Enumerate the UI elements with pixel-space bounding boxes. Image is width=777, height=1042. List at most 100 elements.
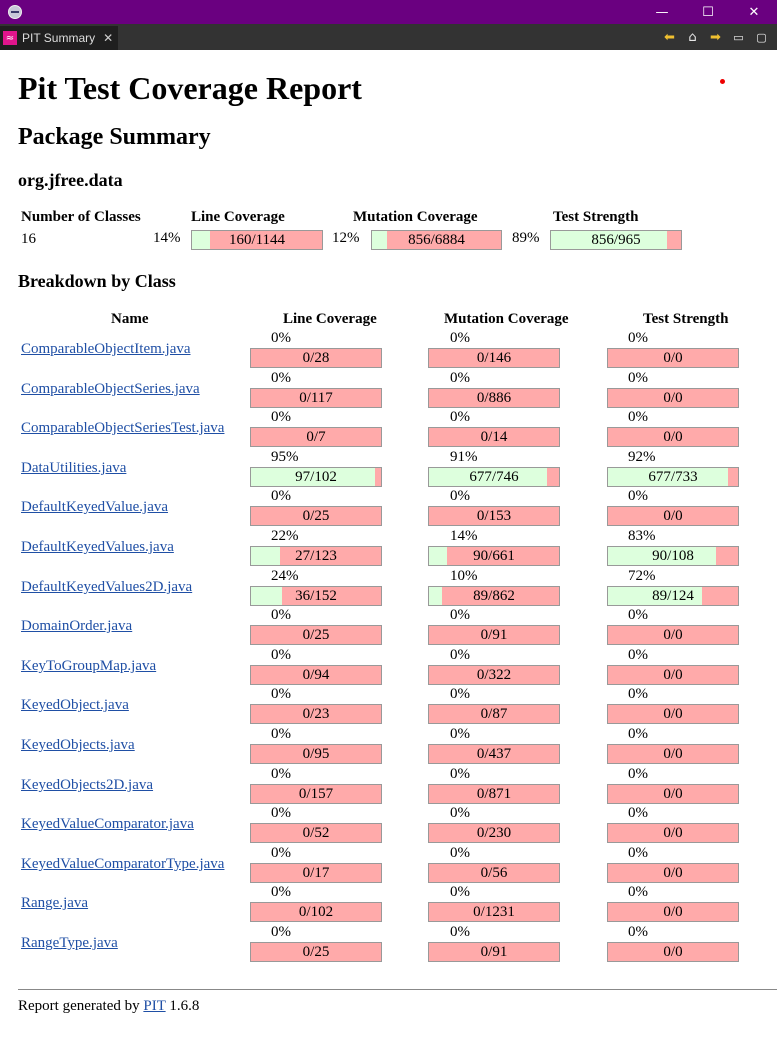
class-link[interactable]: DefaultKeyedValues2D.java: [21, 579, 193, 595]
class-link[interactable]: ComparableObjectSeries.java: [21, 381, 200, 397]
class-strength-bar: 0/0: [607, 506, 739, 526]
class-link[interactable]: KeyedObject.java: [21, 697, 129, 713]
coverage-label: 27/123: [295, 548, 337, 564]
class-link[interactable]: DomainOrder.java: [21, 618, 133, 634]
header-number-of-classes: Number of Classes: [21, 209, 141, 225]
class-mutation-pct: 0%: [450, 845, 470, 861]
class-strength-pct: 0%: [628, 686, 648, 702]
class-link[interactable]: KeyedObjects2D.java: [21, 777, 154, 793]
class-line-bar: 27/123: [250, 546, 382, 566]
coverage-label: 0/146: [476, 350, 512, 366]
class-link[interactable]: DataUtilities.java: [21, 460, 127, 476]
class-line-bar: 0/94: [250, 665, 382, 685]
forward-arrow-icon[interactable]: ➡: [710, 29, 721, 45]
class-line-pct: 0%: [271, 647, 291, 663]
summary-line-coverage-bar: 160/1144: [191, 230, 323, 250]
class-strength-bar: 0/0: [607, 823, 739, 843]
pit-link[interactable]: PIT: [143, 998, 166, 1014]
class-link[interactable]: ComparableObjectSeriesTest.java: [21, 420, 225, 436]
maximize-view-icon[interactable]: ▢: [756, 30, 767, 44]
class-line-pct: 0%: [271, 766, 291, 782]
class-line-pct: 0%: [271, 924, 291, 940]
coverage-label: 0/886: [476, 390, 512, 406]
class-mutation-bar: 0/1231: [428, 902, 560, 922]
class-strength-bar: 0/0: [607, 863, 739, 883]
coverage-fill: [429, 468, 548, 486]
class-link[interactable]: RangeType.java: [21, 935, 118, 951]
coverage-label: 160/1144: [228, 232, 286, 248]
coverage-label: 0/1231: [473, 904, 515, 920]
coverage-label: 0/7: [306, 429, 326, 445]
class-mutation-pct: 91%: [450, 449, 478, 465]
class-link[interactable]: Range.java: [21, 895, 89, 911]
class-strength-bar: 0/0: [607, 942, 739, 962]
class-line-bar: 0/117: [250, 388, 382, 408]
tab-pit-summary[interactable]: ≈ PIT Summary ✕: [0, 26, 118, 50]
class-line-bar: 0/52: [250, 823, 382, 843]
class-mutation-pct: 0%: [450, 884, 470, 900]
class-mutation-pct: 0%: [450, 647, 470, 663]
class-link[interactable]: KeyedObjects.java: [21, 737, 135, 753]
class-line-pct: 0%: [271, 726, 291, 742]
coverage-label: 0/0: [663, 944, 683, 960]
class-line-bar: 0/102: [250, 902, 382, 922]
coverage-fill: [251, 587, 283, 605]
coverage-label: 0/95: [302, 746, 330, 762]
class-mutation-pct: 10%: [450, 568, 478, 584]
close-tab-icon[interactable]: ✕: [103, 31, 114, 45]
coverage-label: 0/437: [476, 746, 512, 762]
coverage-label: 0/14: [480, 429, 508, 445]
class-mutation-pct: 0%: [450, 726, 470, 742]
coverage-fill: [608, 468, 728, 486]
class-line-bar: 0/25: [250, 942, 382, 962]
class-mutation-bar: 0/87: [428, 704, 560, 724]
class-link[interactable]: DefaultKeyedValues.java: [21, 539, 174, 555]
number-of-classes: 16: [21, 231, 36, 247]
coverage-label: 90/661: [473, 548, 515, 564]
summary-strength-pct: 89%: [512, 230, 540, 246]
coverage-label: 0/23: [302, 706, 330, 722]
class-strength-pct: 0%: [628, 488, 648, 504]
summary-line-pct: 14%: [153, 230, 181, 246]
class-link[interactable]: KeyedValueComparatorType.java: [21, 856, 225, 872]
coverage-label: 0/0: [663, 350, 683, 366]
class-line-bar: 0/23: [250, 704, 382, 724]
class-line-pct: 0%: [271, 607, 291, 623]
header-class-mutation-coverage: Mutation Coverage: [444, 311, 569, 327]
class-strength-pct: 72%: [628, 568, 656, 584]
footer-text: Report generated by: [18, 998, 140, 1014]
class-line-pct: 0%: [271, 330, 291, 346]
class-strength-pct: 0%: [628, 607, 648, 623]
coverage-label: 0/0: [663, 508, 683, 524]
class-mutation-pct: 0%: [450, 924, 470, 940]
class-line-bar: 0/157: [250, 784, 382, 804]
header-line-coverage: Line Coverage: [191, 209, 285, 225]
class-link[interactable]: ComparableObjectItem.java: [21, 341, 191, 357]
minimize-view-icon[interactable]: ▭: [733, 30, 744, 44]
class-link[interactable]: KeyToGroupMap.java: [21, 658, 157, 674]
coverage-label: 677/746: [469, 469, 519, 485]
class-line-pct: 0%: [271, 370, 291, 386]
home-icon[interactable]: ⌂: [688, 29, 697, 45]
class-link[interactable]: KeyedValueComparator.java: [21, 816, 194, 832]
close-button[interactable]: ✕: [748, 4, 760, 20]
class-strength-bar: 89/124: [607, 586, 739, 606]
summary-test-strength-bar: 856/965: [550, 230, 682, 250]
minimize-button[interactable]: —: [655, 4, 669, 20]
tab-label: PIT Summary: [22, 31, 96, 45]
class-link[interactable]: DefaultKeyedValue.java: [21, 499, 169, 515]
class-line-pct: 0%: [271, 409, 291, 425]
coverage-label: 0/0: [663, 825, 683, 841]
coverage-fill: [251, 547, 280, 565]
class-strength-bar: 0/0: [607, 744, 739, 764]
coverage-fill: [551, 231, 667, 249]
class-strength-pct: 0%: [628, 409, 648, 425]
maximize-button[interactable]: ☐: [702, 4, 714, 20]
report-content: Pit Test Coverage Report Package Summary…: [0, 50, 777, 1042]
coverage-label: 0/91: [480, 944, 508, 960]
class-line-bar: 0/7: [250, 427, 382, 447]
back-arrow-icon[interactable]: ⬅: [664, 29, 675, 45]
class-mutation-bar: 0/886: [428, 388, 560, 408]
header-name: Name: [111, 311, 149, 327]
coverage-label: 0/117: [299, 390, 333, 406]
